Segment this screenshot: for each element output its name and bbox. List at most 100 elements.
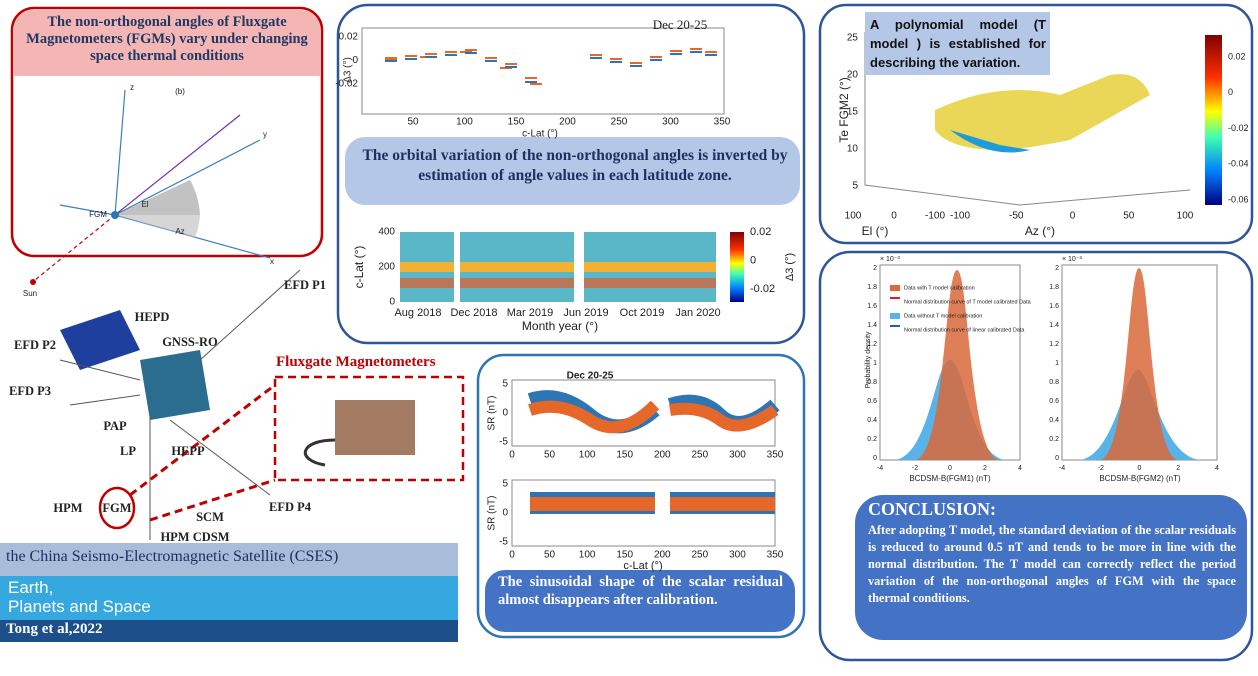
- tmodel-callout: A polynomial model (T model ) is establi…: [870, 15, 1046, 72]
- x-tick-label: 0: [1070, 211, 1076, 222]
- y-tick-label: 1.4: [1049, 322, 1059, 329]
- x-tick-label: 0: [891, 211, 897, 222]
- axis-label: BCDSM-B(FGM2) (nT): [1099, 474, 1181, 483]
- x-tick-label: 0: [509, 550, 515, 561]
- diagram-label: x: [270, 257, 274, 266]
- journal-line: Earth,: [8, 578, 151, 597]
- x-tick-label: 300: [729, 450, 746, 461]
- left-callout: The non-orthogonal angles of Fluxgate Ma…: [14, 10, 320, 76]
- x-tick-label: 2: [983, 465, 987, 472]
- y-tick-label: 1.4: [867, 322, 877, 329]
- x-tick-label: 100: [579, 550, 596, 561]
- x-tick-label: -50: [1009, 211, 1024, 222]
- x-tick-label: -4: [877, 465, 883, 472]
- x-tick-label: 2: [1176, 465, 1180, 472]
- y-tick-label: 15: [847, 107, 859, 118]
- x-tick-label: 50: [544, 550, 556, 561]
- colorbar-tick-label: -0.04: [1228, 159, 1249, 169]
- diagram-label: y: [263, 130, 267, 139]
- colorbar: [1205, 35, 1222, 205]
- colorbar-tick-label: 0: [750, 254, 756, 266]
- plot-title: Dec 20-25: [567, 371, 614, 382]
- legend-swatch: [890, 313, 900, 319]
- plot-title: Dec 20-25: [653, 17, 708, 32]
- conclusion-title: CONCLUSION:: [868, 499, 996, 520]
- axis-label: c-Lat (°): [623, 560, 662, 572]
- x-tick-label: Jan 2020: [675, 307, 720, 319]
- y-tick-label: 0.6: [1049, 398, 1059, 405]
- diagram-label: Az: [175, 227, 184, 236]
- poster: z(b)yFGMElAzxSunEFD P1HEPDGNSS-ROEFD P2E…: [0, 0, 1258, 676]
- axis-label: SR (nT): [487, 496, 498, 531]
- y-tick-label: 1.6: [867, 303, 877, 310]
- conclusion-text: After adopting T model, the standard dev…: [868, 522, 1236, 607]
- x-tick-label: 0: [948, 465, 952, 472]
- diagram-label: El: [141, 200, 148, 209]
- x-tick-label: 50: [1123, 211, 1135, 222]
- y-tick-label: -5: [499, 437, 508, 448]
- colorbar-tick-label: 0: [1228, 87, 1233, 97]
- y-tick-label: 1.6: [1049, 303, 1059, 310]
- legend-entry: Normal distribution curve of linear cali…: [904, 327, 1025, 333]
- heatmap-band: [400, 278, 716, 288]
- y-tick-label: 1: [1055, 360, 1059, 367]
- y-tick-label: -5: [499, 537, 508, 548]
- fgm-dot: [111, 211, 119, 219]
- satellite-label: EFD P3: [9, 384, 51, 398]
- y-tick-label: 20: [847, 70, 859, 81]
- diagram-label: z: [130, 83, 134, 92]
- heatmap-gap: [574, 232, 584, 302]
- y-tick-label: 0.6: [867, 398, 877, 405]
- y-tick-label: 2: [873, 265, 877, 272]
- x-tick-label: -100: [950, 211, 970, 222]
- satellite-label: SCM: [196, 510, 224, 524]
- x-tick-label: 250: [692, 550, 709, 561]
- satellite-label: HEPP: [171, 444, 205, 458]
- y-tick-label: 200: [378, 262, 395, 273]
- y-tick-label: 1.8: [1049, 284, 1059, 291]
- colorbar-tick-label: 0.02: [1228, 51, 1246, 61]
- y-tick-label: 0.02: [339, 32, 359, 43]
- x-tick-label: 100: [1177, 211, 1194, 222]
- satellite-label: EFD P2: [14, 338, 56, 352]
- satellite-label: PAP: [103, 419, 127, 433]
- x-tick-label: -2: [1098, 465, 1104, 472]
- satellite-label: EFD P4: [269, 500, 312, 514]
- diagram-label: FGM: [89, 210, 107, 219]
- x-tick-label: 300: [662, 117, 679, 128]
- x-tick-label: 100: [579, 450, 596, 461]
- satellite-label: HPM: [53, 501, 82, 515]
- legend-entry: Normal distribution curve of T model cal…: [904, 299, 1032, 305]
- x-tick-label: 4: [1018, 465, 1022, 472]
- x-tick-label: Mar 2019: [507, 307, 553, 319]
- y-tick-label: 25: [847, 33, 859, 44]
- axis-label: El (°): [862, 224, 889, 238]
- x-tick-label: Dec 2018: [450, 307, 497, 319]
- colorbar-tick-label: 0.02: [750, 226, 771, 238]
- legend-entry: Data without T model calibration: [904, 313, 982, 319]
- satellite-name: the China Seismo-Electromagnetic Satelli…: [6, 548, 338, 566]
- x-tick-label: Jun 2019: [563, 307, 608, 319]
- x-tick-label: 250: [692, 450, 709, 461]
- residual-caption: The sinusoidal shape of the scalar resid…: [498, 573, 783, 609]
- y-tick-label: 0.4: [1049, 417, 1059, 424]
- axis-label: SR (nT): [487, 396, 498, 431]
- x-tick-label: 0: [509, 450, 515, 461]
- heatmap-band: [400, 262, 716, 272]
- y-tick-label: -0.02: [335, 79, 358, 90]
- heatmap-gap: [454, 232, 460, 302]
- solar-panel: [60, 310, 140, 370]
- y-tick-label: 10: [847, 144, 859, 155]
- colorbar-tick-label: -0.06: [1228, 194, 1249, 204]
- x-tick-label: Aug 2018: [394, 307, 441, 319]
- colorbar-tick-label: -0.02: [1228, 123, 1249, 133]
- journal-line: Planets and Space: [8, 597, 151, 616]
- axis-label: Δ3 (°): [784, 253, 796, 281]
- axis-label: BCDSM-B(FGM1) (nT): [909, 474, 991, 483]
- axis-label: c-Lat (°): [352, 246, 366, 289]
- y-tick-label: 0.4: [867, 417, 877, 424]
- satellite-label: HPM CDSM: [160, 530, 229, 544]
- diagram-label: Sun: [23, 289, 37, 298]
- x-tick-label: 200: [559, 117, 576, 128]
- axis-exponent: × 10⁻³: [1062, 256, 1083, 263]
